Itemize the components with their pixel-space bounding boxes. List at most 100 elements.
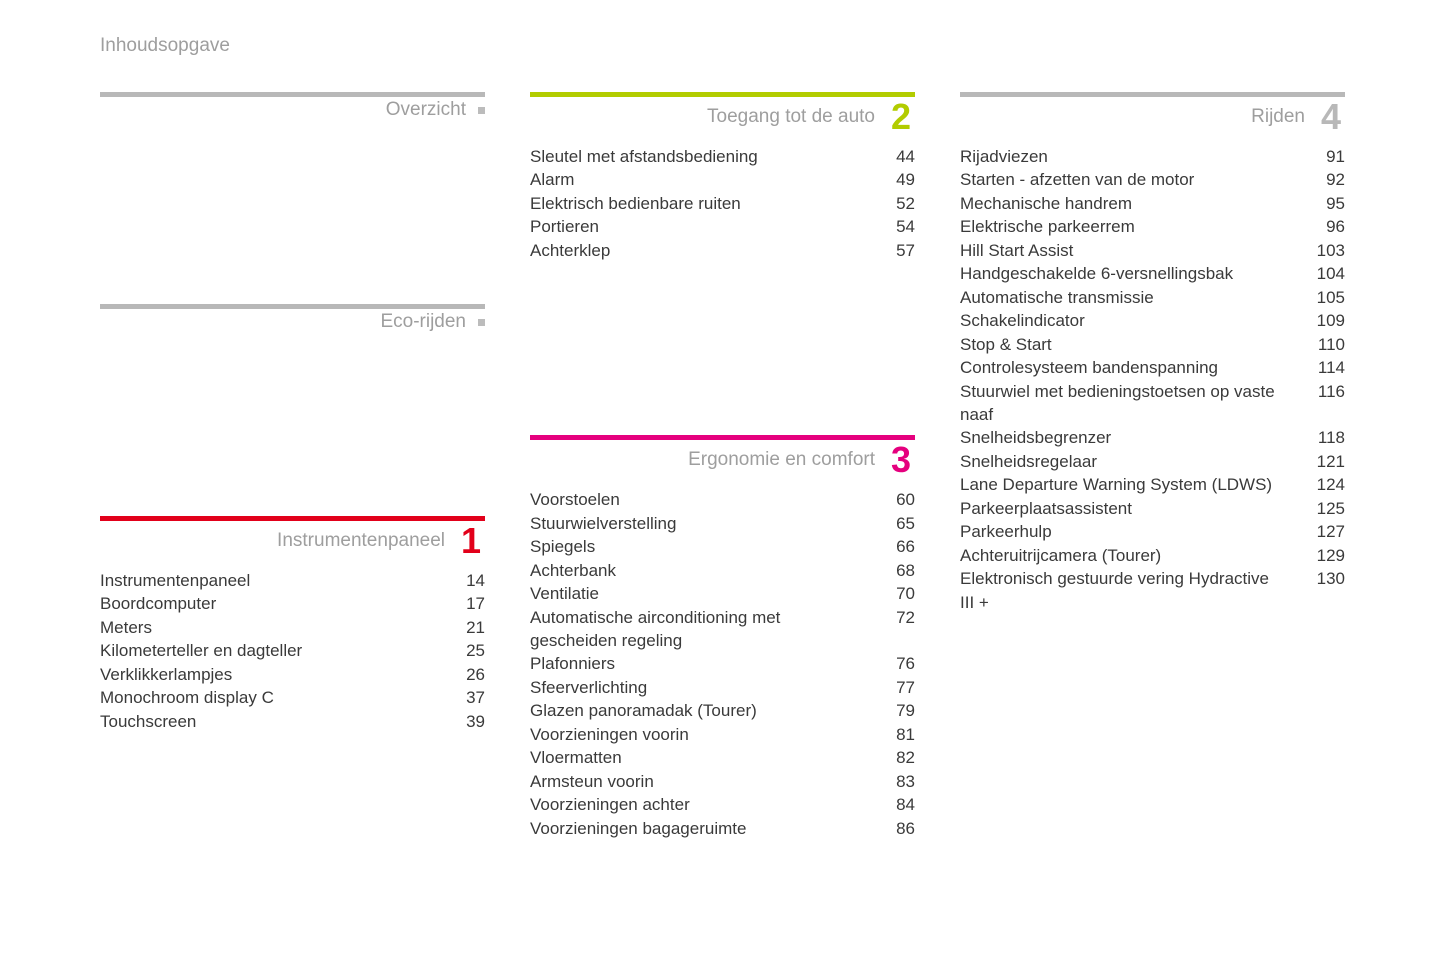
toc-entry: Automatische airconditioning met geschei… xyxy=(530,606,915,653)
toc-entry-label: Achterbank xyxy=(530,559,865,582)
toc-entry-label: Parkeerplaatsassistent xyxy=(960,497,1295,520)
toc-entry-page: 37 xyxy=(435,686,485,709)
toc-entry: Portieren54 xyxy=(530,215,915,238)
toc-entry-label: Monochroom display C xyxy=(100,686,435,709)
section-title: Overzicht xyxy=(386,99,466,121)
toc-entry-page: 26 xyxy=(435,663,485,686)
toc-entry-label: Voorzieningen achter xyxy=(530,793,865,816)
toc-entry-page: 124 xyxy=(1295,473,1345,496)
toc-column: Rijden4Rijadviezen91Starten - afzetten v… xyxy=(960,92,1345,868)
toc-entry: Achteruitrijcamera (Tourer)129 xyxy=(960,544,1345,567)
section-header: Instrumentenpaneel1 xyxy=(100,516,485,559)
toc-entry-page: 114 xyxy=(1295,356,1345,379)
toc-entry-label: Controlesysteem bandenspanning xyxy=(960,356,1295,379)
toc-entry-label: Handgeschakelde 6-versnellingsbak xyxy=(960,262,1295,285)
toc-entry: Mechanische handrem95 xyxy=(960,192,1345,215)
toc-entry-page: 77 xyxy=(865,676,915,699)
toc-entry-label: Rijadviezen xyxy=(960,145,1295,168)
toc-entry-label: Hill Start Assist xyxy=(960,239,1295,262)
section-header: Ergonomie en comfort3 xyxy=(530,435,915,478)
toc-entry: Meters21 xyxy=(100,616,485,639)
toc-entry-label: Plafonniers xyxy=(530,652,865,675)
section-entries: Rijadviezen91Starten - afzetten van de m… xyxy=(960,145,1345,614)
toc-entry: Achterklep57 xyxy=(530,239,915,262)
toc-entry: Rijadviezen91 xyxy=(960,145,1345,168)
toc-entry-page: 121 xyxy=(1295,450,1345,473)
section-rule xyxy=(100,304,485,309)
toc-entry: Achterbank68 xyxy=(530,559,915,582)
toc-entry-label: Snelheidsbegrenzer xyxy=(960,426,1295,449)
toc-entry-page: 17 xyxy=(435,592,485,615)
toc-entry-page: 129 xyxy=(1295,544,1345,567)
toc-entry: Touchscreen39 xyxy=(100,710,485,733)
section-rule xyxy=(100,92,485,97)
toc-entry-page: 52 xyxy=(865,192,915,215)
toc-entry-page: 44 xyxy=(865,145,915,168)
toc-entry-label: Boordcomputer xyxy=(100,592,435,615)
toc-entry-label: Verklikkerlampjes xyxy=(100,663,435,686)
section-dot-icon xyxy=(478,319,485,326)
section-title-row: Ergonomie en comfort3 xyxy=(530,442,915,478)
toc-entry: Spiegels66 xyxy=(530,535,915,558)
section-rule xyxy=(100,516,485,521)
toc-entry-page: 60 xyxy=(865,488,915,511)
section-rule xyxy=(530,435,915,440)
toc-entry-page: 127 xyxy=(1295,520,1345,543)
toc-column: Toegang tot de auto2 Sleutel met afstands… xyxy=(530,92,915,868)
toc-entry-page: 66 xyxy=(865,535,915,558)
section-spacer xyxy=(100,159,485,304)
toc-entry-page: 103 xyxy=(1295,239,1345,262)
page-title: Inhoudsopgave xyxy=(100,35,1345,57)
toc-entry-label: Parkeerhulp xyxy=(960,520,1295,543)
toc-entry: Plafonniers76 xyxy=(530,652,915,675)
toc-entry-label: Ventilatie xyxy=(530,582,865,605)
toc-column: OverzichtEco-rijdenInstrumentenpaneel1In… xyxy=(100,92,485,868)
section-header: Toegang tot de auto2 xyxy=(530,92,915,135)
toc-entry-page: 14 xyxy=(435,569,485,592)
toc-entry-label: Voorzieningen voorin xyxy=(530,723,865,746)
toc-entry-label: Alarm xyxy=(530,168,865,191)
toc-section: Rijden4Rijadviezen91Starten - afzetten v… xyxy=(960,92,1345,614)
toc-entry-page: 130 xyxy=(1295,567,1345,590)
toc-entry-page: 95 xyxy=(1295,192,1345,215)
toc-entry-page: 76 xyxy=(865,652,915,675)
section-number: 1 xyxy=(457,523,485,559)
toc-entry-page: 57 xyxy=(865,239,915,262)
toc-entry-page: 125 xyxy=(1295,497,1345,520)
toc-entry: Ventilatie70 xyxy=(530,582,915,605)
toc-entry-label: Stuurwiel met bedieningstoetsen op vaste… xyxy=(960,380,1295,427)
toc-entry-page: 82 xyxy=(865,746,915,769)
toc-entry: Schakelindicator109 xyxy=(960,309,1345,332)
toc-entry: Handgeschakelde 6-versnellingsbak104 xyxy=(960,262,1345,285)
toc-entry-page: 70 xyxy=(865,582,915,605)
toc-entry-page: 104 xyxy=(1295,262,1345,285)
toc-entry: Automatische transmissie105 xyxy=(960,286,1345,309)
toc-entry: Elektrische parkeerrem96 xyxy=(960,215,1345,238)
toc-entry: Voorstoelen60 xyxy=(530,488,915,511)
toc-entry-page: 86 xyxy=(865,817,915,840)
toc-entry-page: 54 xyxy=(865,215,915,238)
section-number: 4 xyxy=(1317,99,1345,135)
section-title-row: Toegang tot de auto2 xyxy=(530,99,915,135)
section-title: Eco-rijden xyxy=(380,311,466,333)
toc-entry: Stuurwiel met bedieningstoetsen op vaste… xyxy=(960,380,1345,427)
toc-entry-page: 84 xyxy=(865,793,915,816)
toc-entry-label: Spiegels xyxy=(530,535,865,558)
section-number: 2 xyxy=(887,99,915,135)
toc-entry-label: Elektrische parkeerrem xyxy=(960,215,1295,238)
toc-entry-page: 96 xyxy=(1295,215,1345,238)
toc-entry: Starten - afzetten van de motor92 xyxy=(960,168,1345,191)
toc-entry-label: Voorstoelen xyxy=(530,488,865,511)
toc-entry-label: Schakelindicator xyxy=(960,309,1295,332)
toc-entry-label: Sleutel met afstandsbediening xyxy=(530,145,865,168)
toc-entry-label: Lane Departure Warning System (LDWS) xyxy=(960,473,1295,496)
toc-entry: Glazen panoramadak (Tourer)79 xyxy=(530,699,915,722)
toc-entry-page: 118 xyxy=(1295,426,1345,449)
section-title-row: Overzicht xyxy=(100,99,485,121)
toc-entry-label: Achteruitrijcamera (Tourer) xyxy=(960,544,1295,567)
toc-entry: Elektrisch bedienbare ruiten52 xyxy=(530,192,915,215)
toc-entry: Alarm49 xyxy=(530,168,915,191)
section-title-row: Instrumentenpaneel1 xyxy=(100,523,485,559)
toc-section: Eco-rijden xyxy=(100,304,485,343)
section-spacer xyxy=(530,290,915,435)
